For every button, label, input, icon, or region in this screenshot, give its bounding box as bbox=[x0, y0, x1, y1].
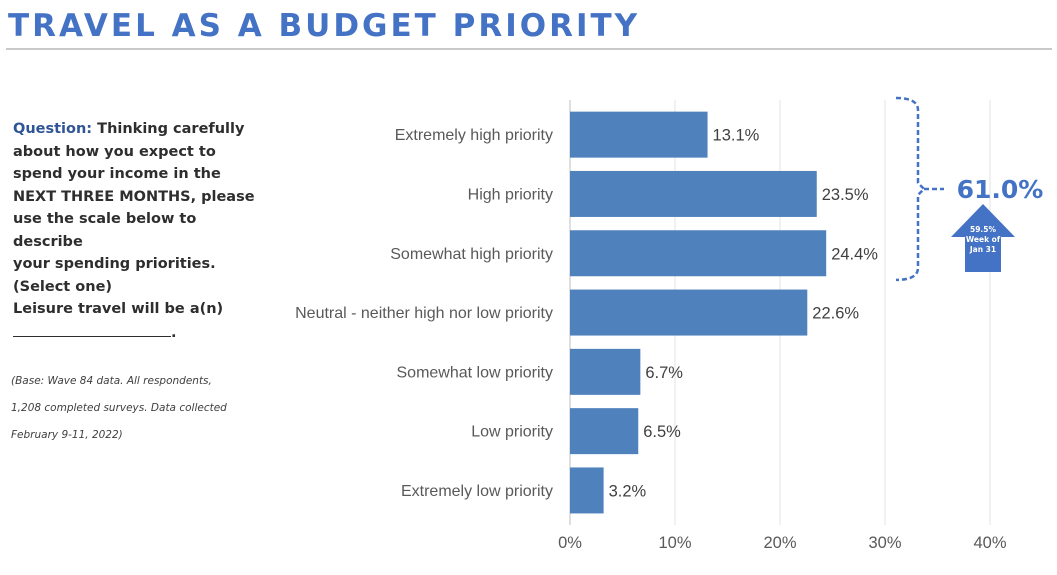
bar bbox=[570, 230, 827, 277]
bracket bbox=[895, 96, 926, 282]
data-label: 24.4% bbox=[831, 245, 878, 263]
base-note: (Base: Wave 84 data. All respondents, 1,… bbox=[11, 368, 261, 449]
question-line: spend your income in the bbox=[13, 166, 221, 182]
data-label: 3.2% bbox=[609, 482, 647, 500]
arrow-comparison-label: 59.5% bbox=[970, 225, 997, 234]
up-arrow-icon bbox=[951, 204, 1015, 272]
data-label: 23.5% bbox=[822, 186, 869, 204]
bar bbox=[570, 170, 817, 217]
base-note-line: 1,208 completed surveys. Data collected bbox=[11, 402, 227, 414]
data-label: 13.1% bbox=[713, 127, 760, 145]
data-label: 6.7% bbox=[645, 364, 683, 382]
base-note-line: February 9-11, 2022) bbox=[11, 429, 123, 441]
question-line: Thinking carefully bbox=[97, 121, 245, 137]
x-tick-label: 40% bbox=[973, 534, 1006, 552]
question-block: Question: Thinking carefully about how y… bbox=[13, 118, 263, 298]
page-title: TRAVEL AS A BUDGET PRIORITY bbox=[8, 8, 641, 44]
question-line: about how you expect to bbox=[13, 143, 216, 160]
category-label: Extremely high priority bbox=[395, 127, 553, 144]
arrow-comparison-label: Jan 31 bbox=[969, 245, 996, 254]
x-tick-label: 0% bbox=[558, 534, 582, 552]
category-label: Somewhat high priority bbox=[390, 246, 553, 263]
data-label: 6.5% bbox=[643, 423, 681, 441]
title-divider bbox=[6, 48, 1052, 50]
category-label: Extremely low priority bbox=[401, 483, 553, 500]
question-line: NEXT THREE MONTHS, please bbox=[13, 188, 255, 205]
base-note-line: (Base: Wave 84 data. All respondents, bbox=[11, 375, 212, 387]
statement-text: Leisure travel will be a(n) bbox=[13, 301, 224, 317]
x-tick-label: 20% bbox=[763, 534, 796, 552]
bar bbox=[570, 348, 641, 395]
question-line: use the scale below to describe bbox=[13, 211, 197, 250]
x-tick-label: 30% bbox=[868, 534, 901, 552]
category-label: Neutral - neither high nor low priority bbox=[295, 305, 553, 322]
statement-period: . bbox=[171, 325, 177, 341]
bar bbox=[570, 467, 604, 514]
category-label: Low priority bbox=[471, 424, 553, 441]
statement-block: Leisure travel will be a(n) . bbox=[13, 298, 263, 344]
question-line: your spending priorities. bbox=[13, 256, 216, 272]
bracket-total-label: 61.0% bbox=[957, 175, 1044, 204]
fill-in-blank bbox=[13, 320, 171, 337]
category-label: Somewhat low priority bbox=[397, 364, 554, 381]
arrow-comparison-label: Week of bbox=[966, 235, 1001, 244]
category-label: High priority bbox=[468, 186, 553, 203]
bar bbox=[570, 289, 808, 336]
bar bbox=[570, 111, 708, 158]
question-line: (Select one) bbox=[13, 278, 113, 295]
bar bbox=[570, 408, 639, 455]
x-tick-label: 10% bbox=[658, 534, 691, 552]
question-label: Question: bbox=[13, 121, 93, 137]
data-label: 22.6% bbox=[812, 305, 859, 323]
